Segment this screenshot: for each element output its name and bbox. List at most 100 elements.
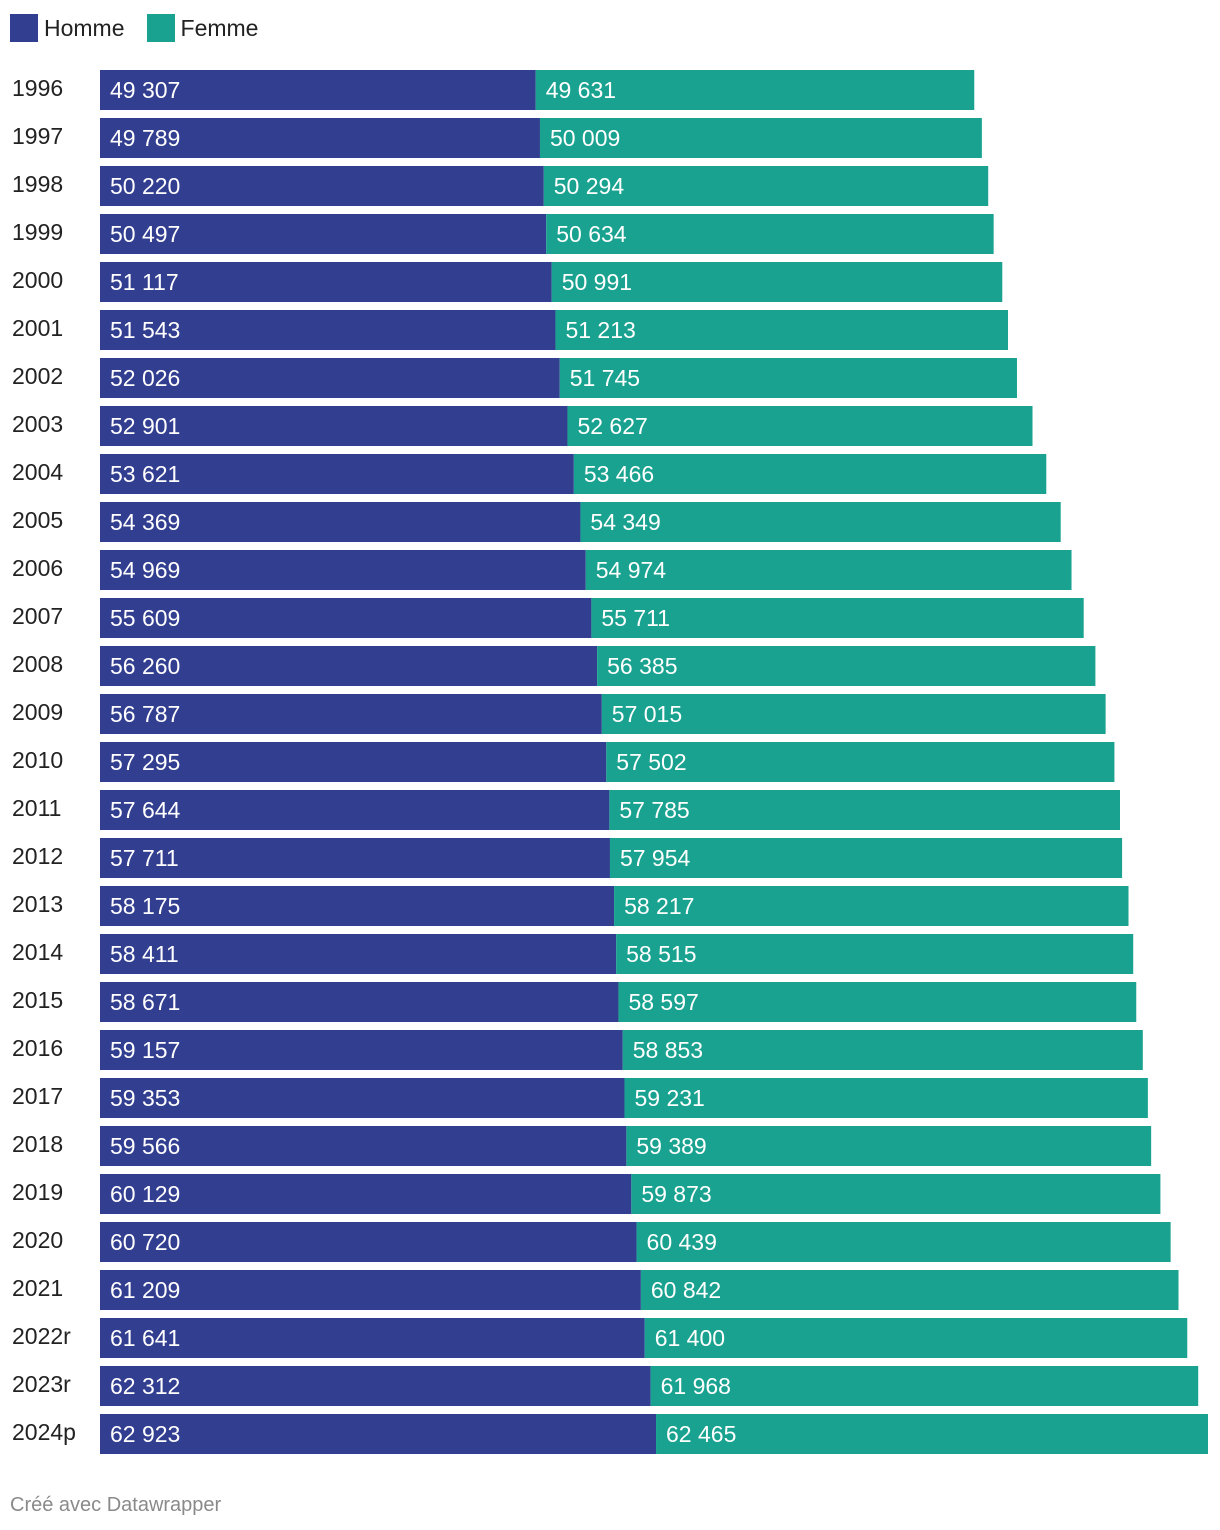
- bar-value-label-femme: 50 634: [556, 221, 627, 247]
- category-label: 1998: [12, 171, 63, 197]
- bar-value-label-femme: 54 974: [596, 557, 667, 583]
- bar-value-label-femme: 59 873: [641, 1181, 711, 1207]
- bar-value-label-homme: 61 641: [110, 1325, 180, 1351]
- bar-value-label-homme: 60 720: [110, 1229, 180, 1255]
- bar-homme: [100, 646, 598, 686]
- bar-value-label-homme: 58 175: [110, 893, 180, 919]
- bar-homme: [100, 598, 592, 638]
- bar-value-label-homme: 53 621: [110, 461, 180, 487]
- bar-femme: [626, 1126, 1152, 1166]
- category-label: 1999: [12, 219, 63, 245]
- bar-homme: [100, 310, 556, 350]
- bar-homme: [100, 934, 617, 974]
- category-label: 2008: [12, 651, 63, 677]
- bar-value-label-femme: 50 991: [562, 269, 632, 295]
- bar-femme: [543, 166, 989, 206]
- bar-value-label-femme: 56 385: [607, 653, 677, 679]
- bar-value-label-femme: 55 711: [601, 605, 670, 631]
- bar-value-label-femme: 50 009: [550, 125, 620, 151]
- bar-value-label-homme: 54 969: [110, 557, 180, 583]
- bar-value-label-femme: 61 968: [661, 1373, 731, 1399]
- bar-value-label-homme: 55 609: [110, 605, 180, 631]
- bar-homme: [100, 358, 560, 398]
- bar-homme: [100, 118, 540, 158]
- bar-femme: [601, 694, 1106, 734]
- bar-femme: [585, 550, 1072, 590]
- bar-femme: [573, 454, 1047, 494]
- footer-credit: Créé avec Datawrapper: [10, 1494, 222, 1516]
- bar-homme: [100, 1174, 632, 1214]
- bar-value-label-femme: 58 853: [633, 1037, 703, 1063]
- bar-value-label-homme: 56 787: [110, 701, 180, 727]
- bar-value-label-femme: 59 231: [634, 1085, 704, 1111]
- bar-femme: [597, 646, 1096, 686]
- bar-value-label-femme: 57 954: [620, 845, 691, 871]
- bar-value-label-femme: 58 515: [626, 941, 696, 967]
- category-label: 2007: [12, 603, 63, 629]
- bar-homme: [100, 1126, 627, 1166]
- bar-homme: [100, 550, 586, 590]
- bar-homme: [100, 1078, 625, 1118]
- bar-value-label-homme: 59 353: [110, 1085, 180, 1111]
- legend-swatch-femme: [146, 14, 175, 42]
- category-label: 2023r: [12, 1371, 71, 1397]
- bar-homme: [100, 790, 610, 830]
- category-label: 2012: [12, 843, 63, 869]
- bar-value-label-femme: 60 842: [651, 1277, 721, 1303]
- bar-femme: [650, 1366, 1199, 1406]
- bar-femme: [631, 1174, 1161, 1214]
- bar-femme: [614, 886, 1129, 926]
- bar-value-label-homme: 60 129: [110, 1181, 180, 1207]
- category-label: 2020: [12, 1227, 63, 1253]
- bar-femme: [640, 1270, 1179, 1310]
- bar-femme: [580, 502, 1061, 542]
- bar-femme: [546, 214, 994, 254]
- bar-femme: [616, 934, 1134, 974]
- bar-homme: [100, 886, 615, 926]
- bar-value-label-homme: 51 117: [110, 269, 179, 295]
- category-label: 2005: [12, 507, 63, 533]
- bar-value-label-homme: 56 260: [110, 653, 180, 679]
- bar-value-label-femme: 60 439: [647, 1229, 717, 1255]
- bar-value-label-homme: 57 711: [110, 845, 179, 871]
- bar-value-label-homme: 59 157: [110, 1037, 180, 1063]
- category-label: 1996: [12, 75, 63, 101]
- bar-value-label-homme: 50 497: [110, 221, 180, 247]
- bar-homme: [100, 838, 610, 878]
- category-label: 2010: [12, 747, 63, 773]
- bar-value-label-homme: 50 220: [110, 173, 180, 199]
- bar-femme: [535, 70, 975, 110]
- category-label: 2015: [12, 987, 63, 1013]
- bar-value-label-femme: 49 631: [546, 77, 616, 103]
- bar-value-label-femme: 50 294: [554, 173, 625, 199]
- bar-femme: [591, 598, 1084, 638]
- category-label: 2002: [12, 363, 63, 389]
- category-label: 2016: [12, 1035, 63, 1061]
- bar-femme: [656, 1414, 1208, 1454]
- category-label: 2000: [12, 267, 63, 293]
- bar-value-label-homme: 57 295: [110, 749, 180, 775]
- legend-swatch-homme: [10, 14, 38, 42]
- bar-femme: [609, 838, 1123, 878]
- bar-value-label-femme: 59 389: [636, 1133, 706, 1159]
- bar-value-label-femme: 53 466: [584, 461, 654, 487]
- bar-value-label-homme: 54 369: [110, 509, 180, 535]
- category-label: 1997: [12, 123, 63, 149]
- category-label: 2018: [12, 1131, 63, 1157]
- bar-value-label-homme: 49 789: [110, 125, 180, 151]
- bar-homme: [100, 502, 581, 542]
- category-label: 2019: [12, 1179, 63, 1205]
- bar-value-label-homme: 52 026: [110, 365, 180, 391]
- category-label: 2014: [12, 939, 63, 965]
- bar-homme: [100, 214, 547, 254]
- bar-value-label-homme: 57 644: [110, 797, 181, 823]
- category-label: 2003: [12, 411, 63, 437]
- bar-value-label-femme: 52 627: [577, 413, 647, 439]
- bar-value-label-homme: 58 671: [110, 989, 180, 1015]
- bar-homme: [100, 742, 607, 782]
- category-label: 2022r: [12, 1323, 71, 1349]
- bar-value-label-homme: 52 901: [110, 413, 180, 439]
- bar-value-label-femme: 57 785: [619, 797, 689, 823]
- bar-value-label-homme: 61 209: [110, 1277, 180, 1303]
- bar-femme: [618, 982, 1137, 1022]
